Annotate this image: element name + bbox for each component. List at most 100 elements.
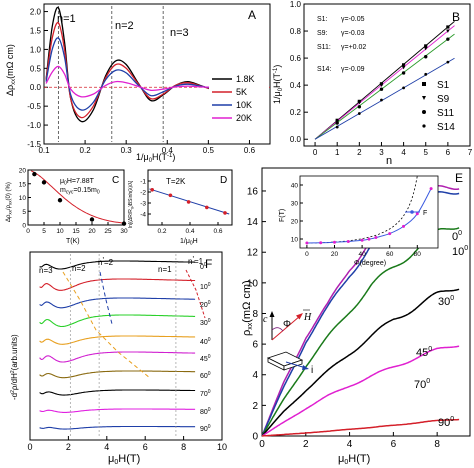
- panel-d-point: [223, 211, 227, 215]
- panel-f-n2prime-label: n'=2: [98, 256, 114, 267]
- panel-d-annotation: T=2K: [166, 177, 186, 186]
- panel-c-point: [41, 180, 47, 185]
- panel-e-series-line-70: [261, 345, 460, 437]
- panel-a-letter: A: [248, 8, 256, 22]
- panel-c-y-tick-label: 0: [22, 223, 26, 230]
- panel-b-point-S11: [401, 71, 406, 75]
- panel-d-letter: D: [220, 175, 227, 186]
- panel-d-y-tick-labels: -1 -2 -3 -4: [140, 179, 151, 219]
- panel-c-x-tick-label: 15: [72, 228, 80, 235]
- panel-b-series: [314, 21, 455, 140]
- panel-d-y-tick-label: -1: [140, 179, 146, 186]
- panel-e-series-line-90: [261, 418, 460, 437]
- panel-c-x-tick-label: 10: [56, 228, 64, 235]
- panel-b-legend-marker: [422, 110, 426, 114]
- panel-b-x-tick-label: 2: [357, 148, 362, 157]
- panel-b-point-S9: [423, 47, 428, 51]
- panel-f-angle-label: 100: [200, 282, 211, 291]
- panel-b-gamma-sample: S9:: [317, 30, 328, 37]
- panel-f-x-axis-label: μ0H(T): [108, 453, 140, 466]
- panel-c-fit-curve: [30, 170, 125, 224]
- panel-a-y-axis-label: Δρxx(mΩ cm): [5, 44, 17, 96]
- panel-e-y-axis-label: ρxx(mΩ cm): [241, 280, 254, 336]
- inset-y-tick-label: 20: [291, 219, 299, 226]
- schematic-c-label: c: [263, 314, 268, 325]
- panel-b-gamma-labels: S1: γ=-0.05 S9: γ=-0.03 S11: γ=+0.02 S14: γ=-0.…: [317, 16, 366, 73]
- panel-b-y-tick-label: 0.0: [290, 135, 302, 144]
- panel-a-legend: 1.8K 5K 10K 20K: [209, 72, 267, 128]
- inset-x-axis-label: Φ(degree): [354, 260, 386, 267]
- schematic-sample-front: [283, 359, 303, 371]
- panel-a-x-tick-label: 0.6: [244, 146, 256, 155]
- inset-data-point: [333, 240, 336, 244]
- inset-y-tick-label: 10: [291, 237, 299, 244]
- panel-c-x-tick-label: 20: [88, 228, 96, 235]
- panel-b-point-S14: [335, 125, 339, 129]
- panel-a-x-tick-label: 0.1: [38, 146, 50, 155]
- panel-c-letter: C: [112, 175, 119, 186]
- panel-e-angle-label: 300: [438, 295, 454, 308]
- panel-b-x-tick-label: 4: [401, 148, 406, 157]
- inset-x-tick-label: 60: [386, 251, 394, 258]
- panel-f-series-line-0: [39, 260, 196, 270]
- panel-b-x-tick-label: 3: [379, 148, 384, 157]
- inset-data-point: [367, 237, 371, 241]
- panel-f-x-tick-label: 8: [181, 442, 186, 452]
- schematic-phi-arc: [271, 327, 284, 332]
- panel-f-angle-label: 450: [200, 354, 211, 363]
- panel-f-trend-line-n1prime: [185, 269, 206, 319]
- panel-e-inset: 10 20 30 40 0 20 40 60 80 F(T) Φ(degree) F: [279, 175, 439, 267]
- panel-d-point: [205, 205, 209, 210]
- panel-d-y-tick-label: -4: [140, 212, 146, 219]
- panel-b-legend: S1 S9 S11 S14: [422, 80, 455, 133]
- panel-a-x-axis-label: 1/μ0H(T-1): [136, 152, 175, 164]
- panel-b-x-tick-label: 6: [446, 148, 451, 157]
- panel-c-point: [89, 217, 95, 222]
- panel-c-x-tick-label: 0: [26, 228, 30, 235]
- panel-b-point-S1: [424, 44, 428, 48]
- panel-a-x-tick-label: 0.2: [80, 146, 92, 155]
- panel-b-y-tick-label: 0.6: [290, 54, 302, 63]
- panel-e-angle-label: 700: [414, 378, 430, 391]
- panel-a-x-tick-labels: 0.1 0.2 0.3 0.4 0.5 0.6: [38, 140, 256, 155]
- inset-data-point: [374, 236, 378, 240]
- panel-b-x-axis-label: n: [386, 155, 392, 167]
- panel-a-y-tick-label: 1.0: [30, 45, 42, 54]
- panel-b-point-S11: [379, 87, 384, 91]
- panel-b-point-S11: [424, 55, 428, 59]
- panel-b-point-S1: [402, 63, 406, 67]
- panel-f-series-line-40: [39, 335, 196, 345]
- panel-b-y-axis-label: 1/μ0H(T-1): [272, 65, 284, 104]
- panel-b: 0.0 0.2 0.4 0.6 0.8 1.0 0 1 2 3 4 5 6 7 B S1: γ=-0.05…: [272, 0, 473, 167]
- inset-y-tick-labels: 10 20 30 40: [291, 183, 303, 244]
- panel-d-x-tick-label: 0.4: [185, 228, 194, 235]
- panel-e-y-tick-label: 10: [247, 278, 259, 289]
- panel-c-y-tick-label: 5: [22, 209, 26, 216]
- panel-e-angle-label: 450: [416, 346, 432, 359]
- panel-b-fit-line-S14: [314, 57, 455, 140]
- panel-f-angle-label: 00: [200, 262, 207, 271]
- panel-e-y-tick-label: 0: [252, 432, 258, 443]
- panel-b-x-tick-label: 5: [424, 148, 429, 157]
- panel-c-y-tick-label: 15: [19, 181, 27, 188]
- panel-a-legend-label: 1.8K: [236, 74, 255, 84]
- panel-f-y-axis-label: -d2ρ/dH2(arb.units): [10, 334, 19, 400]
- inset-data-point: [429, 187, 433, 191]
- panel-d-x-tick-label: 0.2: [157, 228, 166, 235]
- panel-b-point-S14: [446, 60, 450, 64]
- panel-e-y-tick-label: 12: [247, 248, 259, 259]
- panel-d-y-axis-label: ln[(ΔR/R0)BSinh(λ)/λ]: [128, 180, 135, 228]
- panel-b-point-S9: [446, 29, 450, 33]
- panel-c: 0 5 10 15 20 0 5 10 15 20 25 30 C μ0H=7.88T mcyc=0…: [6, 168, 128, 246]
- inset-fit-curve: [306, 176, 418, 244]
- panel-b-point-S14: [424, 72, 428, 76]
- panel-a-x-tick-label: 0.4: [162, 146, 174, 155]
- panel-e-x-axis-label: μ0H(T): [338, 453, 370, 466]
- panel-b-point-S1: [446, 25, 450, 29]
- panel-f-n1-label: n=1: [158, 265, 172, 274]
- panel-e-x-tick-label: 8: [434, 439, 440, 450]
- panel-b-gamma-value: γ=-0.03: [341, 30, 365, 37]
